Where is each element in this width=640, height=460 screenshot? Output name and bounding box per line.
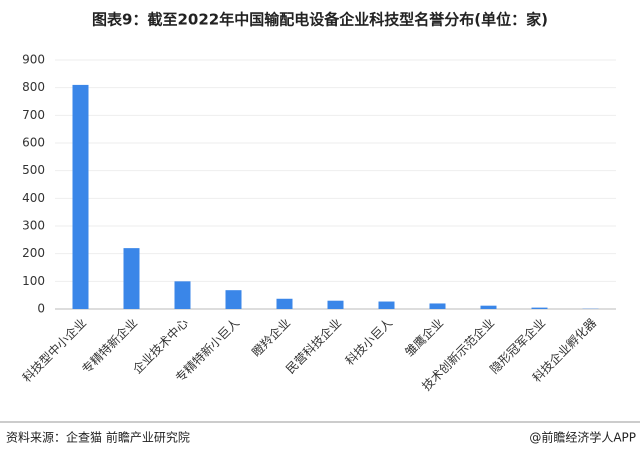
y-tick-label: 100 <box>22 274 45 288</box>
brand: @前瞻经济学人APP <box>529 430 636 445</box>
bar <box>328 301 344 309</box>
y-tick-label: 200 <box>22 246 45 260</box>
y-tick-label: 0 <box>37 302 45 316</box>
bar <box>532 308 548 309</box>
x-tick-label: 雏鹰企业 <box>402 315 447 360</box>
bar <box>226 290 242 309</box>
x-tick-label: 民营科技企业 <box>283 315 345 377</box>
y-tick-label: 900 <box>22 53 45 67</box>
y-tick-label: 700 <box>22 108 45 122</box>
bar <box>124 248 140 309</box>
bar <box>73 85 89 309</box>
bar <box>175 281 191 309</box>
bar <box>379 302 395 309</box>
x-tick-label: 瞪羚企业 <box>249 315 294 360</box>
bar <box>430 303 446 309</box>
x-tick-label: 科技小巨人 <box>343 316 395 368</box>
y-tick-label: 600 <box>22 136 45 150</box>
bar <box>481 306 497 309</box>
bar <box>277 299 293 309</box>
x-tick-label: 科技型中小企业 <box>19 315 89 385</box>
y-tick-label: 400 <box>22 191 45 205</box>
y-tick-label: 500 <box>22 163 45 177</box>
chart-title: 图表9：截至2022年中国输配电设备企业科技型名誉分布(单位：家) <box>92 11 548 29</box>
y-tick-label: 800 <box>22 80 45 94</box>
y-tick-label: 300 <box>22 219 45 233</box>
source: 资料来源：企查猫 前瞻产业研究院 <box>6 430 190 445</box>
